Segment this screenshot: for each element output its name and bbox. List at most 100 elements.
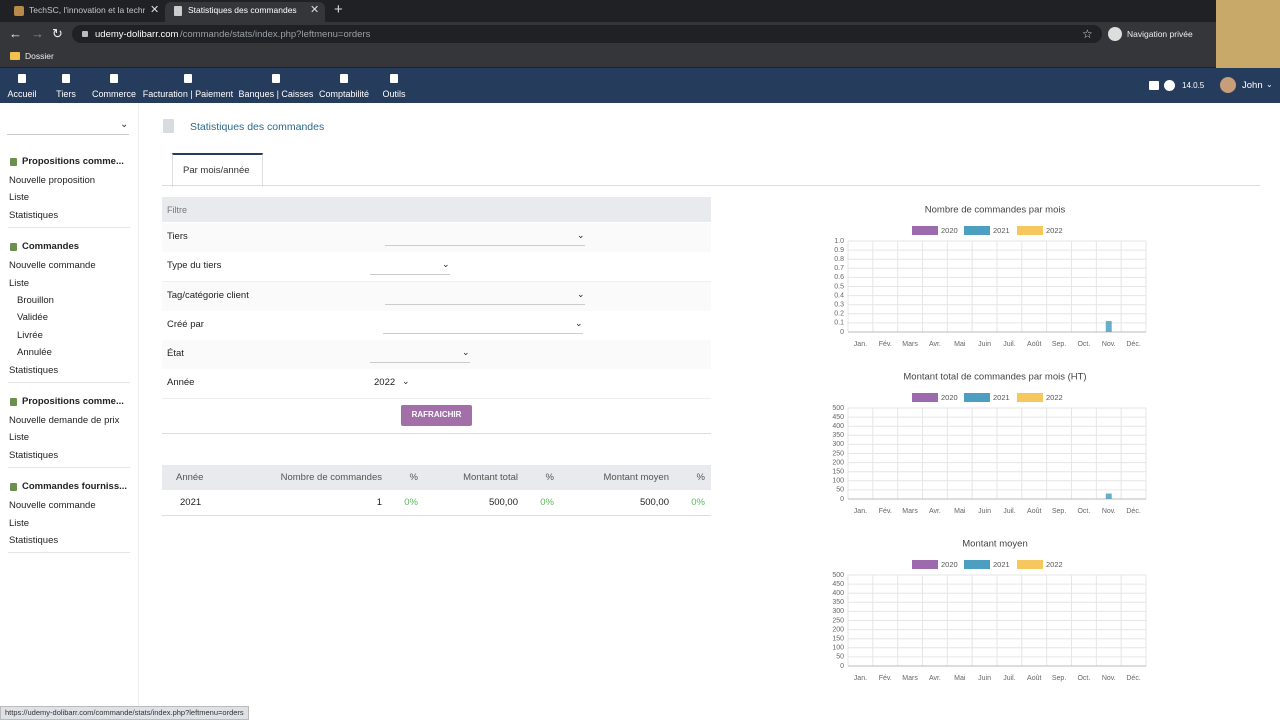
- x-tick-label: Juil.: [1003, 508, 1016, 515]
- sidebar-link[interactable]: Liste: [9, 277, 30, 289]
- nav-item[interactable]: Banques | Caisses: [238, 89, 314, 99]
- table-header-row: [162, 465, 711, 490]
- sidebar-link[interactable]: Annulée: [17, 347, 52, 359]
- filter-select[interactable]: [370, 347, 470, 363]
- sidebar-link[interactable]: Livrée: [17, 329, 43, 341]
- sidebar-separator: [8, 227, 130, 229]
- help-icon[interactable]: [1164, 80, 1175, 91]
- user-chevron[interactable]: ⌄: [1266, 80, 1273, 89]
- y-tick-label: 350: [832, 599, 844, 606]
- section-icon: [10, 398, 17, 406]
- x-tick-label: Juin: [978, 341, 991, 348]
- tab-close[interactable]: ✕: [310, 4, 320, 16]
- sidebar-link[interactable]: Statistiques: [9, 209, 59, 221]
- bookmark-star[interactable]: ☆: [1082, 27, 1093, 41]
- sidebar-link[interactable]: Liste: [9, 432, 30, 444]
- select-chevron[interactable]: ⌄: [120, 119, 129, 130]
- tab-title[interactable]: TechSC, l'innovation et la technic: [29, 5, 145, 15]
- sidebar-link[interactable]: Nouvelle proposition: [9, 175, 96, 186]
- x-tick-label: Mars: [902, 508, 918, 515]
- reload-button[interactable]: ↻: [52, 26, 63, 41]
- x-tick-label: Jan.: [854, 341, 867, 348]
- select-chevron[interactable]: ⌄: [442, 259, 450, 269]
- x-tick-label: Sep.: [1052, 508, 1066, 515]
- sidebar-select[interactable]: [7, 119, 129, 135]
- sidebar-link[interactable]: Validée: [17, 312, 48, 324]
- nav-item[interactable]: Tiers: [56, 89, 76, 99]
- sidebar-link[interactable]: Statistiques: [9, 449, 59, 461]
- x-tick-label: Oct.: [1077, 508, 1090, 515]
- nav-icon[interactable]: [62, 74, 70, 83]
- sidebar-link[interactable]: Nouvelle demande de prix: [9, 415, 120, 426]
- y-tick-label: 0: [840, 496, 844, 503]
- sidebar-section-title[interactable]: Propositions comme...: [22, 396, 124, 407]
- sidebar-section-title[interactable]: Commandes: [22, 241, 80, 253]
- sidebar-link[interactable]: Brouillon: [17, 295, 54, 306]
- nav-icon[interactable]: [18, 74, 26, 83]
- filter-label: Type du tiers: [167, 260, 222, 271]
- sidebar-link[interactable]: Nouvelle commande: [9, 260, 96, 272]
- print-icon[interactable]: [1149, 81, 1159, 90]
- filter-select[interactable]: [385, 289, 585, 305]
- new-tab[interactable]: +: [334, 1, 343, 18]
- select-chevron[interactable]: ⌄: [575, 318, 583, 328]
- user-avatar[interactable]: [1220, 77, 1236, 93]
- tab-close[interactable]: ✕: [150, 4, 160, 16]
- y-tick-label: 0.8: [834, 256, 844, 263]
- user-name[interactable]: John: [1242, 80, 1263, 91]
- select-chevron[interactable]: ⌄: [462, 347, 470, 357]
- forward-button[interactable]: →: [31, 26, 44, 41]
- y-tick-label: 350: [832, 432, 844, 439]
- x-tick-label: Oct.: [1077, 341, 1090, 348]
- x-tick-label: Juin: [978, 675, 991, 682]
- filter-select[interactable]: [385, 230, 585, 246]
- filter-button-label[interactable]: RAFRAICHIR: [411, 410, 462, 419]
- sidebar-link[interactable]: Nouvelle commande: [9, 500, 96, 512]
- nav-icon[interactable]: [390, 74, 398, 83]
- sidebar-separator: [8, 467, 130, 469]
- bookmark-folder[interactable]: Dossier: [25, 51, 54, 61]
- incognito-icon: [1108, 27, 1122, 41]
- sidebar-link[interactable]: Liste: [9, 192, 30, 204]
- legend-swatch: [912, 393, 938, 402]
- sidebar-link[interactable]: Statistiques: [9, 535, 59, 546]
- browser-tab-active[interactable]: [165, 2, 325, 22]
- nav-icon[interactable]: [110, 74, 118, 83]
- filter-button[interactable]: [401, 405, 472, 426]
- table-cell: 0%: [404, 497, 418, 508]
- nav-icon[interactable]: [272, 74, 280, 83]
- filter-select-value[interactable]: 2022: [374, 377, 396, 388]
- nav-item[interactable]: Comptabilité: [318, 89, 370, 99]
- select-chevron[interactable]: ⌄: [402, 376, 410, 386]
- filter-select[interactable]: [383, 318, 583, 334]
- nav-icon[interactable]: [184, 74, 192, 83]
- sidebar-link[interactable]: Statistiques: [9, 364, 59, 376]
- y-tick-label: 450: [832, 581, 844, 588]
- y-tick-label: 100: [832, 478, 844, 485]
- address-bar[interactable]: [72, 25, 1102, 43]
- sidebar-section-title[interactable]: Commandes fourniss...: [22, 481, 128, 493]
- y-tick-label: 0.2: [834, 311, 844, 318]
- sidebar-section-title[interactable]: Propositions comme...: [22, 156, 124, 167]
- filter-select[interactable]: [370, 259, 450, 275]
- filter-row: [162, 252, 711, 282]
- select-chevron[interactable]: ⌄: [577, 289, 585, 299]
- url-host: udemy-dolibarr.com: [95, 29, 179, 40]
- tab-label[interactable]: Par mois/année: [183, 165, 250, 176]
- nav-item[interactable]: Facturation | Paiement: [142, 89, 234, 99]
- url-path: /commande/stats/index.php?leftmenu=order…: [180, 29, 371, 40]
- select-chevron[interactable]: ⌄: [577, 230, 585, 240]
- sidebar-link[interactable]: Liste: [9, 517, 30, 529]
- nav-item[interactable]: Outils: [382, 89, 406, 99]
- x-tick-label: Fév.: [879, 675, 892, 682]
- nav-item[interactable]: Accueil: [7, 89, 37, 99]
- tab-title[interactable]: Statistiques des commandes: [188, 5, 297, 15]
- nav-icon[interactable]: [340, 74, 348, 83]
- tab-active[interactable]: [172, 153, 263, 187]
- tab-favicon: [174, 6, 182, 16]
- y-tick-label: 0.1: [834, 320, 844, 327]
- y-tick-label: 250: [832, 617, 844, 624]
- nav-item[interactable]: Commerce: [91, 89, 136, 99]
- back-button[interactable]: ←: [9, 26, 22, 41]
- x-tick-label: Déc.: [1126, 675, 1140, 682]
